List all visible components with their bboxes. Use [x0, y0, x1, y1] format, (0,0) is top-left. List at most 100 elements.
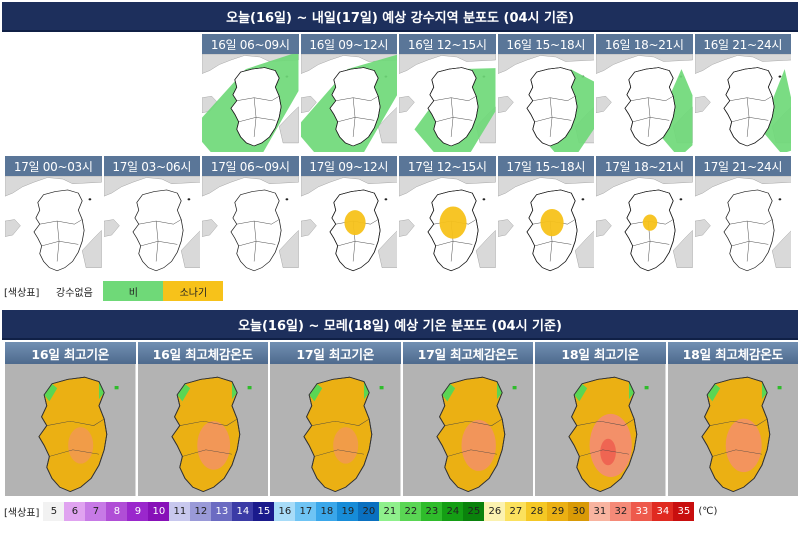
rain-map	[497, 54, 594, 152]
temp-legend-unit: (℃)	[698, 506, 718, 517]
temp-scale-cell: 12	[190, 502, 212, 521]
rain-map-panel: 17일 15~18시	[497, 156, 594, 277]
rain-panel-label: 17일 03~06시	[103, 156, 200, 176]
rain-map	[202, 176, 299, 277]
rain-map	[103, 176, 200, 277]
temp-scale-cell: 8	[106, 502, 128, 521]
rain-map-panel: 16일 21~24시	[694, 34, 791, 152]
rain-section-title: 오늘(16일) ~ 내일(17일) 예상 강수지역 분포도 (04시 기준)	[2, 2, 798, 32]
temp-scale-cell: 34	[652, 502, 674, 521]
temp-scale-cell: 14	[232, 502, 254, 521]
rain-map	[497, 176, 594, 277]
rain-map	[5, 176, 102, 277]
temp-panel-label: 17일 최고체감온도	[402, 342, 533, 364]
temp-scale-cell: 31	[589, 502, 611, 521]
temp-scale-cell: 10	[148, 502, 170, 521]
temp-scale-cell: 16	[274, 502, 296, 521]
legend-shower: 소나기	[163, 281, 224, 301]
temp-scale-cell: 15	[253, 502, 275, 521]
temp-panel-label: 16일 최고체감온도	[137, 342, 268, 364]
rain-panel-label: 17일 09~12시	[300, 156, 397, 176]
rain-map-panel: 16일 15~18시	[497, 34, 594, 152]
rain-map-panel: 17일 21~24시	[694, 156, 791, 277]
temp-scale-cell: 22	[400, 502, 422, 521]
temp-map-panel: 17일 최고체감온도	[402, 342, 533, 496]
rain-map	[300, 54, 397, 152]
rain-map	[694, 54, 791, 152]
temp-scale-cell: 26	[484, 502, 506, 521]
rain-map-panel: 17일 00~03시	[5, 156, 102, 277]
temp-scale-cell: 30	[568, 502, 590, 521]
temp-map-panel: 16일 최고기온	[5, 342, 136, 496]
temp-map-panel: 18일 최고기온	[535, 342, 666, 496]
rain-map-panel: 16일 18~21시	[596, 34, 693, 152]
rain-panel-label: 16일 12~15시	[399, 34, 496, 54]
rain-panel-label: 17일 21~24시	[694, 156, 791, 176]
temp-panel-label: 18일 최고체감온도	[667, 342, 798, 364]
temp-scale-cell: 27	[505, 502, 527, 521]
temp-scale-cell: 28	[526, 502, 548, 521]
temp-scale-cell: 11	[169, 502, 191, 521]
rain-map-panel: 17일 09~12시	[300, 156, 397, 277]
rain-map-panel: 17일 03~06시	[103, 156, 200, 277]
rain-map-panel: 17일 06~09시	[202, 156, 299, 277]
temp-scale-cell: 32	[610, 502, 632, 521]
temp-scale-cell: 33	[631, 502, 653, 521]
rain-panel-label: 17일 18~21시	[596, 156, 693, 176]
temp-scale-cell: 17	[295, 502, 317, 521]
rain-map	[596, 176, 693, 277]
temp-map	[270, 364, 401, 496]
rain-panel-label: 17일 00~03시	[5, 156, 102, 176]
rain-map-panel: 16일 09~12시	[300, 34, 397, 152]
rain-empty-area	[4, 34, 199, 152]
temp-section-title: 오늘(16일) ~ 모레(18일) 예상 기온 분포도 (04시 기준)	[2, 310, 798, 340]
temp-scale-cell: 29	[547, 502, 569, 521]
rain-panel-label: 16일 21~24시	[694, 34, 791, 54]
rain-panel-label: 16일 15~18시	[497, 34, 594, 54]
rain-map	[694, 176, 791, 277]
rain-map	[300, 176, 397, 277]
rain-map-panel: 16일 06~09시	[202, 34, 299, 152]
rain-panel-label: 17일 15~18시	[497, 156, 594, 176]
rain-panel-label: 16일 09~12시	[300, 34, 397, 54]
rain-map-panel: 17일 12~15시	[399, 156, 496, 277]
temp-panel-label: 17일 최고기온	[270, 342, 401, 364]
rain-map	[399, 176, 496, 277]
temp-scale-cell: 23	[421, 502, 443, 521]
temp-map	[402, 364, 533, 496]
rain-legend-title: [색상표]	[4, 287, 40, 299]
rain-panel-label: 17일 06~09시	[202, 156, 299, 176]
temp-map-panel: 17일 최고기온	[270, 342, 401, 496]
rain-map	[202, 54, 299, 152]
rain-map	[596, 54, 693, 152]
temp-map	[137, 364, 268, 496]
temp-scale-cell: 19	[337, 502, 359, 521]
temp-scale-cell: 25	[463, 502, 485, 521]
temp-scale-cell: 21	[379, 502, 401, 521]
temp-legend-title: [색상표]	[4, 508, 40, 519]
temp-scale-cell: 6	[64, 502, 86, 521]
temp-color-scale: 5 6 7 8 9 10 11 12 13 14 15 16 17 18 19 20 21 22 23 24 25 26 2…	[43, 502, 695, 521]
rain-panel-label: 16일 18~21시	[596, 34, 693, 54]
temp-map	[667, 364, 798, 496]
temp-panel-label: 18일 최고기온	[535, 342, 666, 364]
temp-scale-cell: 9	[127, 502, 149, 521]
temp-map	[5, 364, 136, 496]
temp-scale-cell: 35	[673, 502, 695, 521]
temp-map-panel: 18일 최고체감온도	[667, 342, 798, 496]
rain-legend: [색상표] 강수없음 비 소나기	[4, 281, 224, 301]
temp-scale-cell: 13	[211, 502, 233, 521]
rain-map	[399, 54, 496, 152]
temp-scale-cell: 24	[442, 502, 464, 521]
legend-no-precip: 강수없음	[45, 281, 104, 301]
legend-rain: 비	[103, 281, 164, 301]
temp-map-panel: 16일 최고체감온도	[137, 342, 268, 496]
temp-scale-cell: 5	[43, 502, 65, 521]
temp-scale-cell: 7	[85, 502, 107, 521]
temp-legend: [색상표] 5 6 7 8 9 10 11 12 13 14 15 16 17 18 19 20 21 22 23 2…	[4, 502, 717, 521]
rain-map-panel: 16일 12~15시	[399, 34, 496, 152]
rain-panel-label: 16일 06~09시	[202, 34, 299, 54]
temp-scale-cell: 18	[316, 502, 338, 521]
rain-panel-label: 17일 12~15시	[399, 156, 496, 176]
temp-panel-label: 16일 최고기온	[5, 342, 136, 364]
